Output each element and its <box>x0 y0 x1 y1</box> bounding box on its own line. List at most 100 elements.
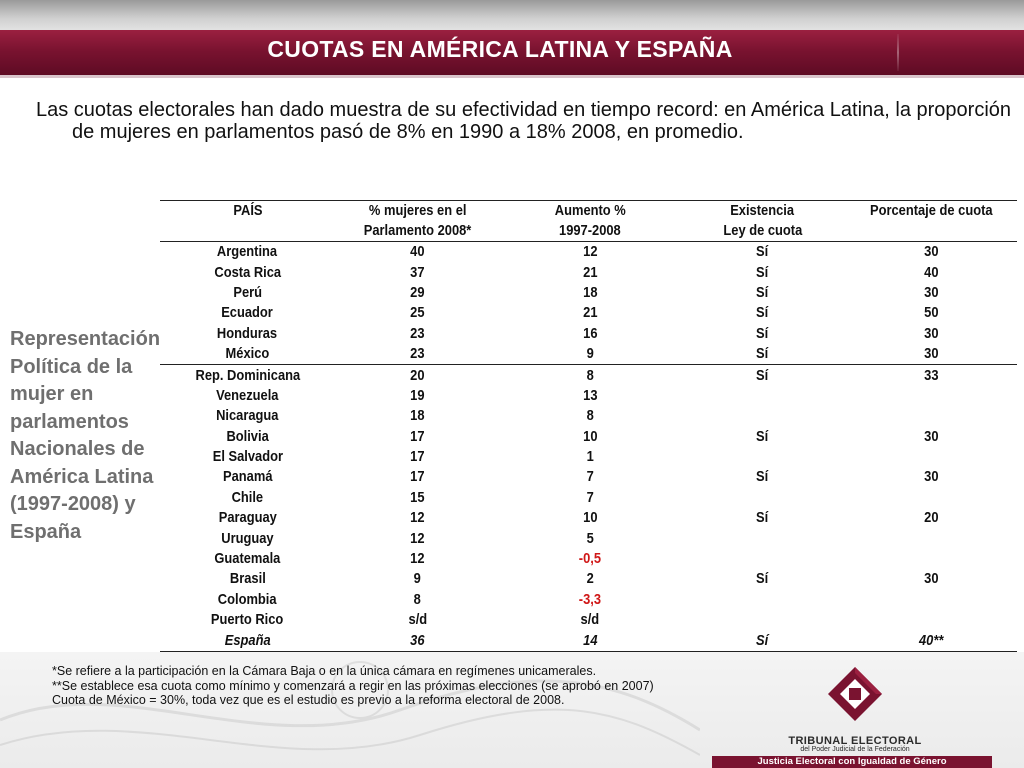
increase-cell: -0,5 <box>500 549 680 569</box>
quota-percent-cell <box>845 528 1017 548</box>
country-cell-text: Ecuador <box>221 304 274 322</box>
column-header: Porcentaje de cuota <box>845 200 1017 242</box>
women-percent-cell-text: 8 <box>413 590 422 608</box>
quota-law-cell-text: Sí <box>756 304 769 322</box>
quota-percent-cell-text: 40 <box>923 263 939 281</box>
country-cell-text: Puerto Rico <box>211 611 284 629</box>
quota-percent-cell: 30 <box>845 324 1017 344</box>
increase-cell-text: -3,3 <box>578 590 602 608</box>
increase-cell: s/d <box>500 610 680 630</box>
quota-law-cell: Sí <box>680 365 845 386</box>
country-cell: Puerto Rico <box>160 610 335 630</box>
quota-percent-cell <box>845 406 1017 426</box>
women-percent-cell-text: 18 <box>410 407 425 425</box>
quota-table: PAÍS % mujeres en el Parlamento 2008* Aumen… <box>160 200 1017 652</box>
quota-law-cell-text: Sí <box>756 631 769 649</box>
quota-law-cell: Sí <box>680 427 845 447</box>
increase-cell: 21 <box>500 262 680 282</box>
increase-cell-text: 21 <box>582 304 598 322</box>
country-cell: Uruguay <box>160 528 335 548</box>
increase-cell-text: s/d <box>580 611 600 629</box>
country-cell-text: Venezuela <box>216 386 279 404</box>
women-percent-cell: 19 <box>335 386 500 406</box>
increase-cell-text: 7 <box>586 468 594 486</box>
increase-cell: 12 <box>500 242 680 263</box>
women-percent-cell-text: 9 <box>413 570 422 588</box>
logo-subtitle: del Poder Judicial de la Federación <box>800 746 910 753</box>
country-cell: Argentina <box>160 242 335 263</box>
quota-law-cell-text: Sí <box>756 324 769 342</box>
quota-law-cell-text: Sí <box>756 570 769 588</box>
women-percent-cell-text: s/d <box>408 611 427 629</box>
country-cell-text: Brasil <box>229 570 266 588</box>
intro-paragraph: Las cuotas electorales han dado muestra … <box>36 99 1012 143</box>
women-percent-cell: 25 <box>335 303 500 323</box>
quota-law-cell-text: Sí <box>756 345 769 363</box>
quota-law-cell: Sí <box>680 324 845 344</box>
increase-cell: 8 <box>500 365 680 386</box>
women-percent-cell-text: 23 <box>410 324 425 342</box>
increase-cell-text: 5 <box>586 529 594 547</box>
women-percent-cell: 36 <box>335 630 500 652</box>
country-cell: Ecuador <box>160 303 335 323</box>
increase-cell-text: 21 <box>582 263 598 281</box>
women-percent-cell-text: 37 <box>410 263 425 281</box>
country-cell: España <box>160 630 335 652</box>
women-percent-cell-text: 23 <box>410 345 425 363</box>
table-row: Panamá 17 7 Sí 30 <box>160 467 1017 487</box>
column-header-line: PAÍS <box>232 202 263 219</box>
women-percent-cell-text: 19 <box>410 386 425 404</box>
country-cell: Bolivia <box>160 427 335 447</box>
women-percent-cell: 23 <box>335 343 500 366</box>
increase-cell: 14 <box>500 630 680 652</box>
women-percent-cell: 40 <box>335 242 500 263</box>
quota-percent-cell-text: 30 <box>923 345 939 363</box>
column-header: PAÍS <box>160 200 335 242</box>
quota-law-cell <box>680 386 845 406</box>
country-cell-text: Perú <box>233 283 262 301</box>
quota-percent-cell: 50 <box>845 303 1017 323</box>
column-header-line: 1997-2008 <box>559 222 621 239</box>
women-percent-cell: 18 <box>335 406 500 426</box>
footnote: Cuota de México = 30%, toda vez que es e… <box>52 693 565 707</box>
country-cell: Brasil <box>160 569 335 589</box>
table-row: Bolivia 17 10 Sí 30 <box>160 427 1017 447</box>
quota-law-cell-text: Sí <box>756 509 769 527</box>
quota-percent-cell: 33 <box>845 365 1017 386</box>
women-percent-cell-text: 12 <box>410 509 425 527</box>
title-bar-divider <box>897 34 899 71</box>
table-row: Nicaragua 18 8 <box>160 406 1017 426</box>
quota-percent-cell <box>845 610 1017 630</box>
country-cell: Nicaragua <box>160 406 335 426</box>
quota-law-cell-text: Sí <box>756 427 769 445</box>
country-cell-text: México <box>225 345 270 363</box>
quota-law-cell <box>680 610 845 630</box>
country-cell-text: Argentina <box>217 243 278 261</box>
increase-cell-text: 8 <box>586 366 594 384</box>
table-row: Uruguay 12 5 <box>160 528 1017 548</box>
increase-cell: 2 <box>500 569 680 589</box>
country-cell-text: El Salvador <box>212 448 283 466</box>
quota-law-cell <box>680 406 845 426</box>
column-header: Aumento % 1997-2008 <box>500 200 680 242</box>
women-percent-cell: 29 <box>335 283 500 303</box>
quota-percent-cell-text: 30 <box>923 468 939 486</box>
footnote: **Se establece esa cuota como mínimo y c… <box>52 678 654 693</box>
quota-law-cell <box>680 549 845 569</box>
quota-percent-cell-text: 20 <box>923 509 939 527</box>
increase-cell: 9 <box>500 343 680 366</box>
quota-law-cell: Sí <box>680 303 845 323</box>
women-percent-cell-text: 20 <box>410 366 425 384</box>
logo-name: TRIBUNAL ELECTORAL <box>788 735 922 747</box>
quota-law-cell: Sí <box>680 630 845 652</box>
increase-cell: 7 <box>500 488 680 508</box>
footnotes: *Se refiere a la participación en la Cám… <box>52 664 772 708</box>
increase-cell: 1 <box>500 447 680 467</box>
increase-cell-text: 1 <box>586 448 594 466</box>
quota-law-cell: Sí <box>680 508 845 528</box>
increase-cell: -3,3 <box>500 590 680 610</box>
column-header-line: Parlamento 2008* <box>363 222 472 239</box>
quota-percent-cell-text: 40** <box>918 631 944 649</box>
women-percent-cell: 12 <box>335 549 500 569</box>
women-percent-cell: s/d <box>335 610 500 630</box>
